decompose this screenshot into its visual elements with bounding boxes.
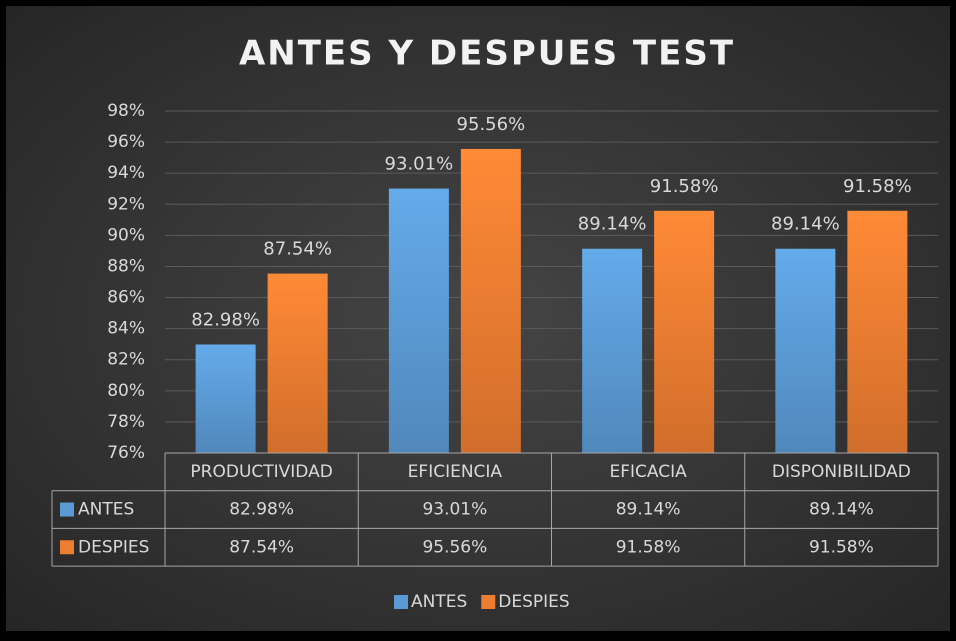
legend-label: DESPIES: [498, 592, 569, 612]
bar: [460, 148, 521, 453]
y-tick-label: 94%: [107, 163, 145, 183]
x-tick-label: EFICIENCIA: [408, 462, 503, 482]
bar: [388, 188, 449, 453]
data-label: 91.58%: [843, 176, 912, 197]
y-tick-label: 98%: [107, 101, 145, 121]
table-cell: 93.01%: [422, 500, 487, 520]
legend-key: [60, 502, 74, 517]
y-tick-label: 78%: [107, 412, 145, 432]
data-label: 87.54%: [263, 239, 332, 260]
data-label: 93.01%: [385, 154, 454, 175]
bar: [847, 210, 908, 453]
y-tick-label: 92%: [107, 194, 145, 214]
table-cell: 82.98%: [229, 500, 294, 520]
legend-marker: [481, 595, 496, 609]
bar: [582, 248, 643, 453]
x-tick-label: DISPONIBILIDAD: [772, 462, 911, 482]
legend-marker: [394, 595, 408, 609]
x-tick-label: EFICACIA: [610, 462, 688, 482]
y-tick-label: 84%: [107, 319, 145, 339]
legend-key: [60, 540, 74, 555]
y-tick-label: 82%: [107, 350, 145, 370]
data-label: 95.56%: [457, 114, 526, 135]
row-header: ANTES: [78, 500, 134, 520]
bar: [267, 273, 328, 453]
bar: [195, 344, 256, 453]
table-cell: 95.56%: [422, 537, 487, 557]
legend-label: ANTES: [411, 592, 467, 612]
y-tick-label: 88%: [107, 256, 145, 276]
bar: [654, 210, 715, 453]
table-cell: 87.54%: [229, 537, 294, 557]
table-cell: 89.14%: [809, 500, 874, 520]
bar: [775, 248, 836, 453]
y-tick-label: 76%: [107, 443, 145, 463]
row-header: DESPIES: [78, 537, 149, 557]
y-tick-label: 86%: [107, 288, 145, 308]
table-cell: 89.14%: [616, 500, 681, 520]
data-label: 89.14%: [578, 214, 647, 235]
y-tick-label: 80%: [107, 381, 145, 401]
y-tick-label: 90%: [107, 225, 145, 245]
table-cell: 91.58%: [616, 537, 681, 557]
table-cell: 91.58%: [809, 537, 874, 557]
y-tick-label: 96%: [107, 132, 145, 152]
data-label: 91.58%: [650, 176, 719, 197]
x-tick-label: PRODUCTIVIDAD: [190, 462, 332, 482]
data-label: 89.14%: [771, 214, 840, 235]
chart-title: ANTES Y DESPUES TEST: [239, 34, 735, 74]
data-label: 82.98%: [191, 309, 260, 330]
